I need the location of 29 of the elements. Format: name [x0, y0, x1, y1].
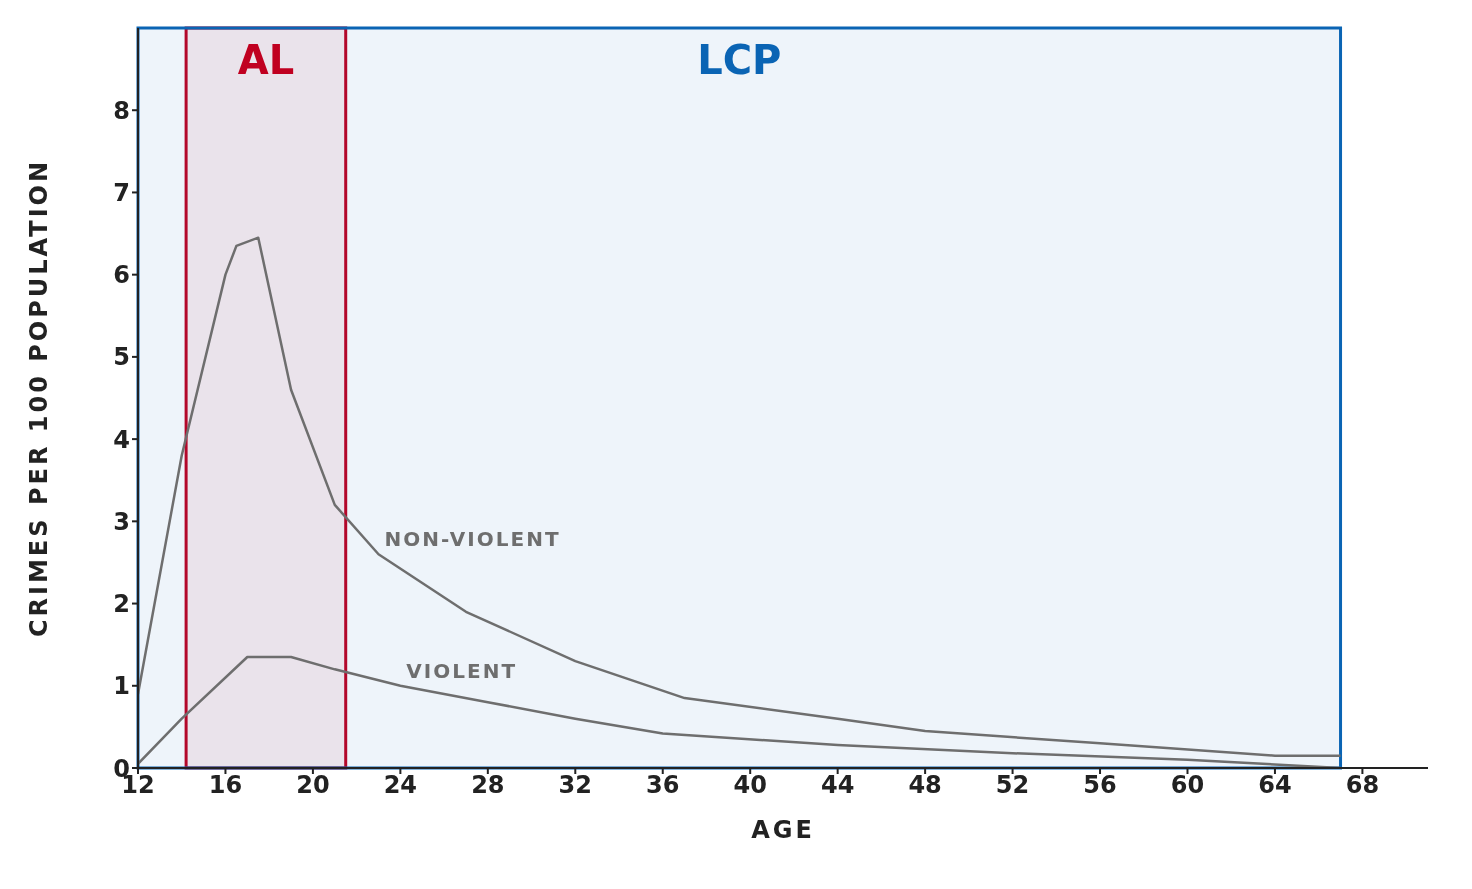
y-tick-label: 1	[113, 672, 130, 701]
x-tick-label: 40	[733, 771, 767, 800]
x-tick-label: 44	[820, 771, 855, 800]
x-tick-label: 36	[646, 771, 680, 800]
band-label: LCP	[697, 37, 782, 84]
x-tick-label: 68	[1345, 771, 1380, 800]
x-tick-label: 64	[1258, 771, 1292, 800]
x-tick-label: 24	[383, 771, 418, 800]
y-tick-label: 2	[113, 590, 130, 619]
y-tick-label: 4	[113, 425, 130, 454]
x-tick-label: 28	[471, 771, 505, 800]
y-tick-label: 5	[113, 343, 130, 372]
band-label: AL	[237, 37, 295, 84]
x-tick-label: 52	[995, 771, 1030, 800]
x-tick-label: 48	[908, 771, 942, 800]
x-tick-label: 20	[296, 771, 330, 800]
y-tick-label: 8	[113, 96, 130, 125]
x-tick-label: 60	[1170, 771, 1205, 800]
y-tick-label: 7	[113, 178, 130, 207]
series-label: NON-VIOLENT	[384, 527, 561, 552]
y-tick-label: 6	[113, 261, 130, 290]
y-tick-label: 3	[113, 507, 130, 536]
x-axis-title: AGE	[751, 816, 815, 844]
x-tick-label: 32	[558, 771, 592, 800]
series-label: VIOLENT	[406, 658, 518, 683]
x-tick-label: 16	[208, 771, 243, 800]
y-axis-title: CRIMES PER 100 POPULATION	[24, 158, 53, 638]
x-tick-label: 56	[1083, 771, 1117, 800]
line-series	[138, 236, 1342, 757]
